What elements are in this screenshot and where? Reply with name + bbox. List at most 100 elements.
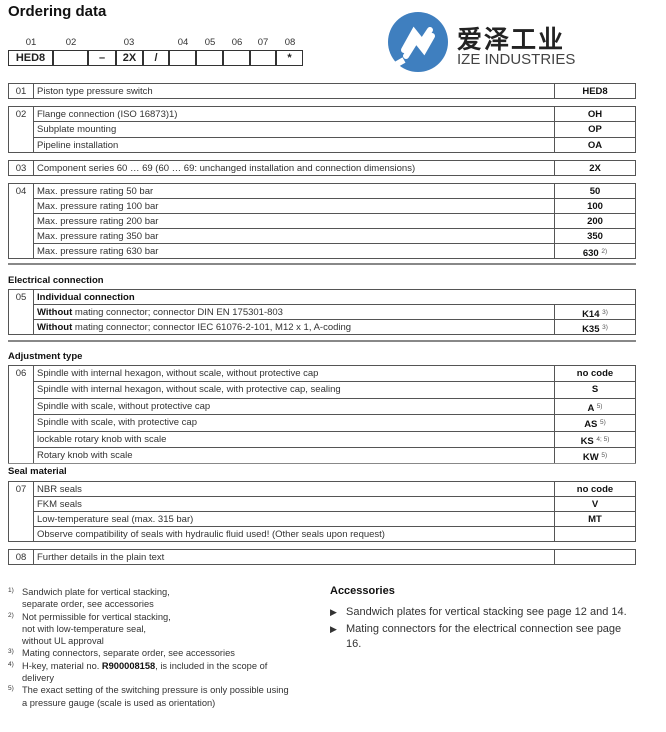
row-text: Rotary knob with scale <box>37 450 133 461</box>
row-description: Further details in the plain text <box>37 550 164 565</box>
footnote-line: Not permissible for vertical stacking, <box>22 611 171 622</box>
order-code: 200 <box>554 214 635 228</box>
row-text: NBR seals <box>37 484 82 495</box>
row-description: Rotary knob with scale <box>37 448 133 464</box>
order-code: OA <box>554 137 635 154</box>
footnote: 2) Not permissible for vertical stacking,… <box>8 611 328 648</box>
table-row: Pipeline installation OA <box>33 137 635 154</box>
order-code: K35 3) <box>554 320 635 335</box>
row-text: Max. pressure rating 50 bar <box>37 186 154 197</box>
table-row: Spindle with internal hexagon, without s… <box>33 382 635 399</box>
order-code-value: no code <box>576 368 614 379</box>
order-code <box>554 550 635 565</box>
type-code-box <box>196 50 223 66</box>
footnote: 5) The exact setting of the switching pre… <box>8 684 328 709</box>
type-code-box: 2X <box>116 50 143 66</box>
order-code-value: 200 <box>587 216 603 227</box>
order-code-value: AS <box>584 419 598 431</box>
order-code: OH <box>554 107 635 122</box>
divider <box>8 263 636 265</box>
accessory-item: ▶ Mating connectors for the electrical co… <box>330 622 630 652</box>
row-description: Observe compatibility of seals with hydr… <box>37 527 385 542</box>
row-text: Spindle with scale, with protective cap <box>37 417 197 429</box>
order-code-value: K14 <box>582 309 600 320</box>
order-code-value: A <box>587 402 595 414</box>
row-description: Spindle with internal hexagon, without s… <box>37 382 341 398</box>
type-code-box <box>169 50 196 66</box>
logo-text-cn: 爱泽工业 <box>457 26 566 54</box>
footnotes: 1) Sandwich plate for vertical stacking, s… <box>8 586 328 709</box>
row-text: Piston type pressure switch <box>37 86 153 97</box>
row-description: Max. pressure rating 630 bar <box>37 244 158 259</box>
order-code: 630 2) <box>554 244 635 259</box>
type-code-box: HED8 <box>8 50 53 66</box>
accessory-text: Mating connectors for the electrical con… <box>346 623 622 650</box>
table-row: Max. pressure rating 350 bar 350 <box>33 229 635 244</box>
footnote-line: not with low-temperature seal, <box>22 623 147 634</box>
order-code-value: HED8 <box>582 86 608 97</box>
order-code <box>554 527 635 542</box>
order-code-value: S <box>591 384 599 396</box>
footnote-ref: 3) <box>602 324 608 331</box>
footnote-mark: 1) <box>8 587 14 594</box>
row-description: FKM seals <box>37 497 82 512</box>
table-row: Max. pressure rating 50 bar 50 <box>33 184 635 199</box>
table-row: Flange connection (ISO 16873)1) OH <box>33 107 635 123</box>
section-label: Adjustment type <box>8 351 83 362</box>
footnote-line: a pressure gauge (scale is used as orien… <box>22 697 216 708</box>
order-code: 350 <box>554 229 635 243</box>
row-text: Spindle with internal hexagon, without s… <box>37 368 319 379</box>
footnote-mark: 3) <box>8 648 14 656</box>
group-02: 02 Flange connection (ISO 16873)1) OH Subpl… <box>8 106 636 154</box>
table-row: Further details in the plain text <box>33 550 635 565</box>
order-code-value: no code <box>576 484 614 495</box>
position-number: 01 <box>25 37 37 48</box>
type-code-box: – <box>88 50 116 66</box>
footnote-line: Sandwich plate for vertical stacking, <box>22 587 170 597</box>
table-row: Subplate mounting OP <box>33 122 635 138</box>
table-row: Without mating connector; connector IEC … <box>33 320 635 335</box>
type-code-box <box>250 50 276 66</box>
footnote-text: , is included in the scope of <box>155 660 268 671</box>
order-code: K14 3) <box>554 305 635 320</box>
row-text: Max. pressure rating 630 bar <box>37 246 159 257</box>
group-01: 01 Piston type pressure switch HED8 <box>8 83 636 99</box>
row-description: Without mating connector; connector IEC … <box>37 320 351 335</box>
row-description: Component series 60 … 69 (60 … 69: uncha… <box>37 161 415 176</box>
divider <box>8 463 636 464</box>
footnote: 3) Mating connectors, separate order, see… <box>8 647 328 659</box>
group-07: 07 NBR seals no code FKM seals V Low-temperat… <box>8 481 636 542</box>
row-text: Max. pressure rating 350 bar <box>37 231 159 242</box>
page-title: Ordering data <box>8 3 107 20</box>
row-text: lockable rotary knob with scale <box>37 433 167 445</box>
section-label: Electrical connection <box>8 275 104 286</box>
order-code-value: 630 <box>582 248 599 259</box>
order-code: 50 <box>554 184 635 198</box>
position-number: 03 <box>123 37 135 48</box>
row-description: lockable rotary knob with scale <box>37 432 166 448</box>
ize-logo-icon <box>386 10 450 79</box>
accessory-text: Sandwich plates for vertical stacking se… <box>346 606 627 618</box>
type-code-box: / <box>143 50 169 66</box>
group-number: 07 <box>9 482 34 541</box>
order-code: 100 <box>554 199 635 213</box>
order-code-value: V <box>591 499 599 510</box>
order-code: S <box>554 382 635 398</box>
row-description: Max. pressure rating 100 bar <box>37 199 158 214</box>
row-text: Max. pressure rating 100 bar <box>37 201 159 212</box>
row-description: Subplate mounting <box>37 122 116 137</box>
table-row: Individual connection <box>33 290 635 305</box>
triangle-bullet-icon: ▶ <box>330 607 337 617</box>
order-code: OP <box>554 122 635 137</box>
footnote-ref: 5) <box>601 452 608 459</box>
group-number: 08 <box>9 550 34 564</box>
row-text: Spindle with scale, without protective c… <box>37 400 211 412</box>
row-bold-text: Individual connection <box>37 292 135 303</box>
row-text: mating connector; connector DIN EN 17530… <box>72 307 283 318</box>
row-text: FKM seals <box>37 499 82 510</box>
table-row: FKM seals V <box>33 497 635 512</box>
footnote-ref: 5) <box>596 402 603 410</box>
footnote-ref: 2) <box>601 248 608 255</box>
row-description: Spindle with scale, with protective cap <box>37 415 197 431</box>
row-text: Spindle with internal hexagon, without s… <box>37 384 341 396</box>
